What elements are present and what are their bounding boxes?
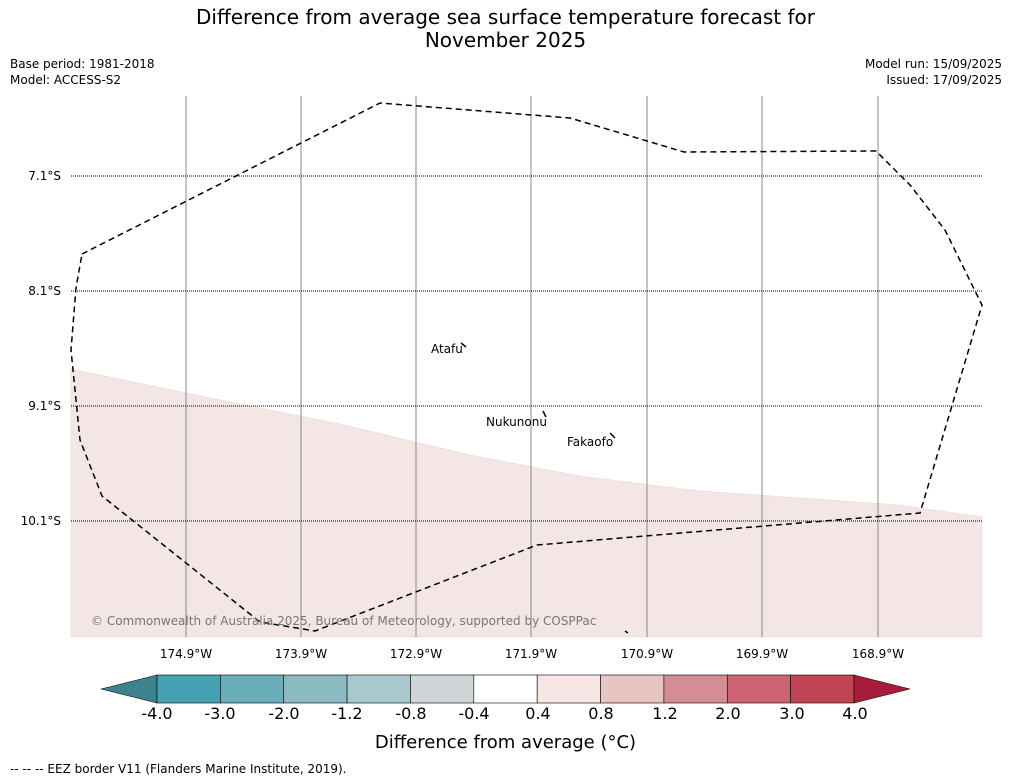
colorbar-tick: -1.2 (331, 704, 363, 723)
meta-right: Model run: 15/09/2025 Issued: 17/09/2025 (865, 56, 1002, 88)
colorbar-segment (536, 674, 601, 704)
colorbar-segment (410, 674, 475, 704)
title-line-1: Difference from average sea surface temp… (195, 5, 815, 29)
lon-label: 174.9°W (159, 647, 213, 661)
lon-label: 170.9°W (620, 647, 674, 661)
meta-left: Base period: 1981-2018 Model: ACCESS-S2 (10, 56, 155, 88)
colorbar-tick: -3.0 (204, 704, 236, 723)
longitude-gridlines (185, 96, 879, 637)
place-nukunonu: Nukunonu (486, 415, 547, 429)
colorbar-segment (283, 674, 348, 704)
base-period: Base period: 1981-2018 (10, 57, 155, 71)
place-fakaofo: Fakaofo (567, 435, 614, 449)
model-name: Model: ACCESS-S2 (10, 73, 122, 87)
lon-label: 173.9°W (274, 647, 328, 661)
colorbar-segment (663, 674, 728, 704)
model-run: Model run: 15/09/2025 (864, 57, 1002, 71)
fakaofo-island-shape (609, 432, 616, 439)
colorbar-tick: 0.4 (525, 704, 551, 723)
copyright-notice: © Commonwealth of Australia 2025, Bureau… (91, 614, 597, 628)
colorbar-min-arrow (100, 674, 158, 704)
colorbar-segment (220, 674, 285, 704)
lat-label: 8.1°S (28, 284, 61, 298)
island-shapes (460, 342, 629, 634)
map-title: Difference from average sea surface temp… (0, 6, 1011, 52)
colorbar-segments (156, 674, 855, 704)
lat-label: 9.1°S (28, 399, 61, 413)
colorbar-segment (346, 674, 411, 704)
colorbar-tick: -0.8 (395, 704, 427, 723)
issued-date: Issued: 17/09/2025 (886, 73, 1002, 87)
colorbar-tick: -0.4 (458, 704, 490, 723)
colorbar-segment (156, 674, 221, 704)
anomaly-band (70, 368, 983, 638)
lon-label: 169.9°W (735, 647, 789, 661)
colorbar-segment (473, 674, 538, 704)
colorbar-tick: 4.0 (842, 704, 868, 723)
colorbar-label: Difference from average (°C) (374, 732, 637, 753)
lon-label: 168.9°W (851, 647, 905, 661)
title-line-2: November 2025 (424, 28, 587, 52)
colorbar (100, 674, 911, 704)
colorbar-segment (600, 674, 665, 704)
nukunonu-island-shape (542, 410, 547, 418)
colorbar-tick: -4.0 (141, 704, 173, 723)
colorbar-tick: 1.2 (652, 704, 678, 723)
eez-legend-note: -- -- -- EEZ border V11 (Flanders Marine… (10, 762, 347, 776)
colorbar-tick: -2.0 (268, 704, 300, 723)
lon-label: 172.9°W (389, 647, 443, 661)
islet-shape (624, 630, 629, 634)
eez-border (70, 102, 983, 632)
colorbar-tick: 2.0 (715, 704, 741, 723)
place-atafu: Atafu (431, 342, 463, 356)
colorbar-max-arrow (853, 674, 911, 704)
lat-label: 7.1°S (28, 169, 61, 183)
lon-label: 171.9°W (504, 647, 558, 661)
colorbar-tick: 3.0 (779, 704, 805, 723)
colorbar-segment (790, 674, 855, 704)
colorbar-tick: 0.8 (588, 704, 614, 723)
atafu-island-shape (460, 342, 467, 348)
colorbar-segment (726, 674, 791, 704)
lat-label: 10.1°S (20, 514, 61, 528)
